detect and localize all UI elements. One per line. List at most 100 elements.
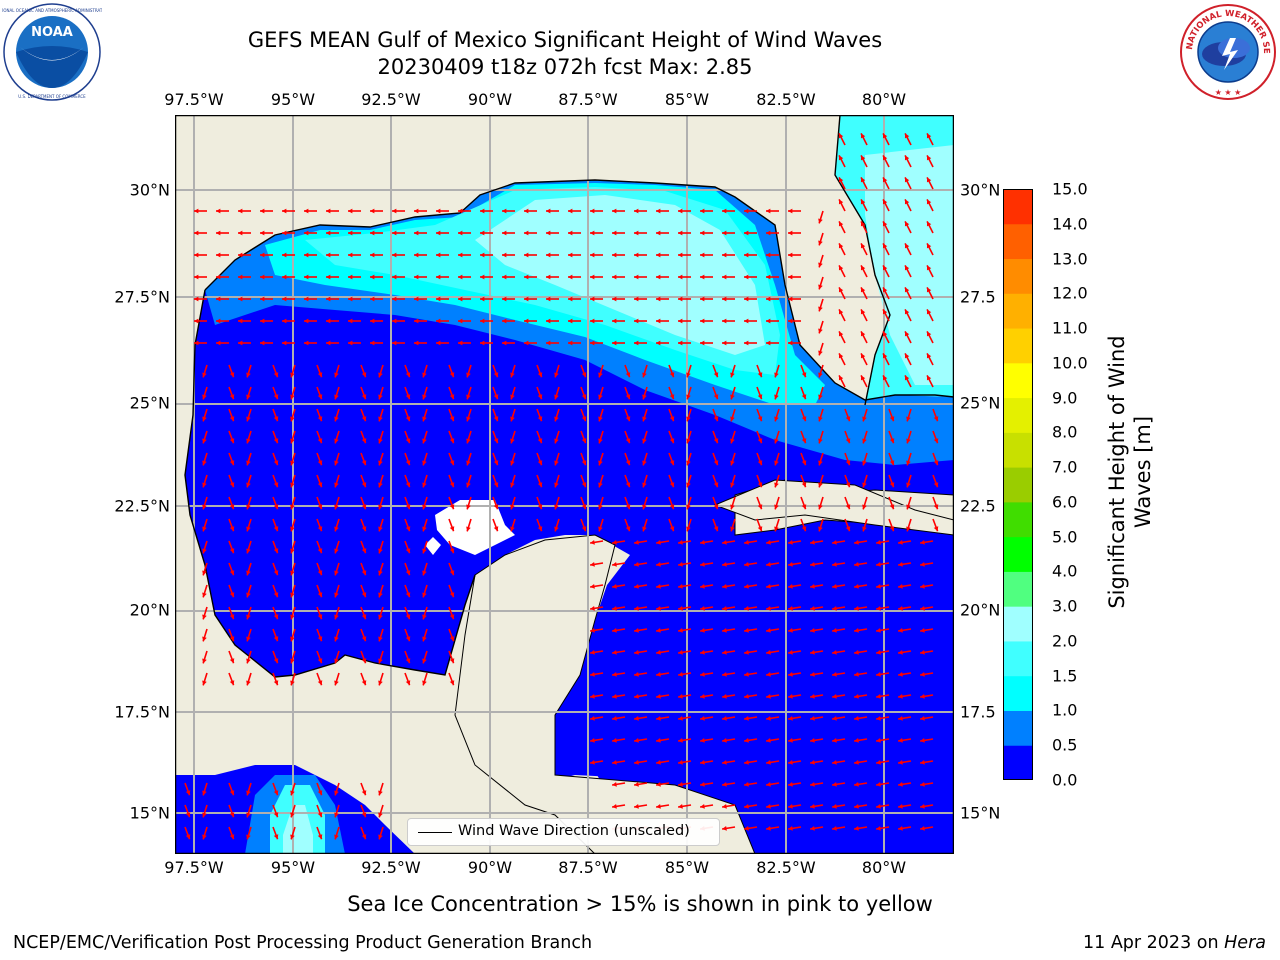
wind-arrow-head <box>904 375 910 381</box>
wind-arrow-head <box>788 825 793 831</box>
wind-arrow-head <box>612 296 617 302</box>
wind-arrow-head <box>862 438 867 444</box>
wind-arrow-head <box>730 416 735 422</box>
wind-arrow-head <box>229 548 235 554</box>
wind-arrow-head <box>581 526 587 532</box>
wind-arrow-head <box>642 526 647 532</box>
wind-arrow-head <box>876 561 881 567</box>
wind-arrow-head <box>361 526 367 532</box>
wind-arrow-head <box>700 274 705 280</box>
wind-arrow-head <box>656 627 661 633</box>
colorbar-segment <box>1003 606 1033 642</box>
wind-arrow-head <box>634 274 639 280</box>
wind-arrow-head <box>458 252 463 258</box>
wind-arrow-head <box>422 372 427 378</box>
wind-arrow-head <box>612 208 617 214</box>
wind-arrow-head <box>202 526 207 532</box>
wind-arrow-head <box>546 340 551 346</box>
wind-arrow-head <box>361 416 367 422</box>
wind-arrow-head <box>317 592 323 598</box>
lon-tick-bottom: 82.5°W <box>756 858 816 877</box>
wind-arrow-head <box>656 605 661 611</box>
wind-arrow-head <box>422 460 427 466</box>
wind-arrow-head <box>634 649 639 655</box>
wind-arrow-head <box>361 372 367 378</box>
wind-arrow-head <box>744 296 749 302</box>
wind-arrow-head <box>260 274 265 280</box>
wind-arrow-head <box>480 340 485 346</box>
wind-arrow-head <box>334 592 339 598</box>
wind-arrow-head <box>845 526 851 532</box>
wind-arrow-head <box>612 737 617 743</box>
wind-arrow-head <box>436 274 441 280</box>
wind-arrow-head <box>334 790 339 796</box>
wind-arrow-head <box>656 274 661 280</box>
wind-arrow-head <box>502 252 507 258</box>
wind-arrow-head <box>722 274 727 280</box>
wind-arrow-head <box>238 296 243 302</box>
wind-arrow-head <box>590 737 595 743</box>
wind-arrow-head <box>656 737 661 743</box>
wind-arrow-head <box>229 658 235 664</box>
wind-arrow-head <box>317 416 323 422</box>
wind-arrow-head <box>700 252 705 258</box>
wind-arrow-head <box>774 394 779 400</box>
lon-tick-top: 90°W <box>467 90 513 109</box>
wind-arrow-head <box>436 230 441 236</box>
wind-arrow-head <box>722 208 727 214</box>
wind-arrow-head <box>933 416 939 422</box>
wind-arrow-head <box>876 715 881 721</box>
wind-arrow-head <box>334 526 339 532</box>
wind-arrow-head <box>722 759 727 765</box>
colorbar-tick: 0.0 <box>1052 770 1078 790</box>
wind-arrow-head <box>612 230 617 236</box>
wind-arrow-head <box>554 482 559 488</box>
wind-arrow-head <box>524 208 529 214</box>
wind-arrow-head <box>290 504 295 510</box>
wind-arrow-head <box>700 561 705 567</box>
wind-arrow-head <box>678 627 683 633</box>
wind-arrow-head <box>378 812 383 818</box>
wind-arrow-head <box>862 416 867 422</box>
wind-arrow-head <box>392 230 397 236</box>
wind-arrow-head <box>860 265 866 271</box>
wind-arrow-head <box>246 614 251 620</box>
wind-arrow-head <box>361 614 367 620</box>
wind-arrow-head <box>678 561 683 567</box>
wind-arrow-head <box>845 482 851 488</box>
wind-arrow-head <box>581 372 587 378</box>
wind-arrow-head <box>634 583 639 589</box>
wind-arrow-head <box>744 561 749 567</box>
wind-arrow-head <box>378 526 383 532</box>
wind-arrow-head <box>317 636 323 642</box>
wind-arrow-head <box>194 252 199 258</box>
wind-arrow-head <box>612 583 617 589</box>
wind-arrow-head <box>554 438 559 444</box>
lon-tick-top: 85°W <box>664 90 710 109</box>
wind-arrow-head <box>898 671 903 677</box>
wind-arrow-head <box>904 243 910 249</box>
wind-arrow-head <box>810 671 815 677</box>
wind-arrow-head <box>669 504 675 510</box>
wind-arrow-head <box>290 438 295 444</box>
wind-arrow-head <box>898 539 903 545</box>
wind-arrow-head <box>216 340 221 346</box>
wind-arrow-head <box>634 781 639 787</box>
wind-arrow-head <box>405 548 411 554</box>
colorbar-segment <box>1003 362 1033 399</box>
wind-arrow-head <box>414 208 419 214</box>
wind-arrow-head <box>449 394 455 400</box>
wind-arrow-head <box>686 482 691 488</box>
wind-arrow-head <box>642 482 647 488</box>
wind-arrow-head <box>686 460 691 466</box>
wind-arrow-head <box>766 539 771 545</box>
wind-arrow-head <box>304 318 309 324</box>
lat-tick-left: 22.5°N <box>114 496 170 516</box>
wind-arrow-head <box>524 230 529 236</box>
lon-tick-top: 82.5°W <box>756 90 816 109</box>
wind-arrow-head <box>920 715 925 721</box>
wind-arrow-head <box>634 715 639 721</box>
wind-arrow-head <box>678 781 683 787</box>
wind-arrow-head <box>378 482 383 488</box>
wind-arrow-head <box>882 243 888 249</box>
